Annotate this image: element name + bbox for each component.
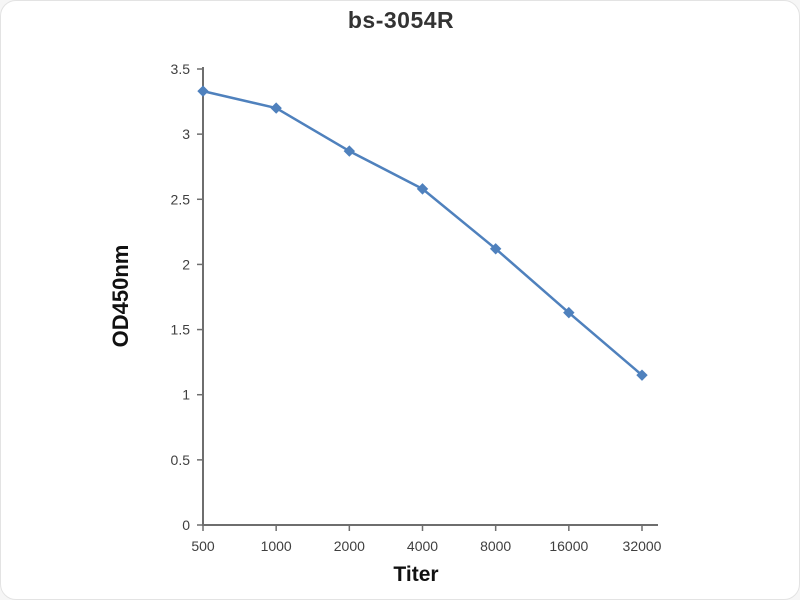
series-line xyxy=(201,89,644,377)
x-tick-label: 2000 xyxy=(334,538,365,554)
data-point-marker xyxy=(270,102,282,114)
y-tick-label: 2 xyxy=(182,256,190,272)
y-tick-label: 0.5 xyxy=(171,452,191,468)
y-tick-label: 3.5 xyxy=(171,61,191,77)
data-point-marker xyxy=(416,183,429,195)
data-point-marker xyxy=(343,145,356,157)
y-tick-label: 1 xyxy=(182,387,190,403)
x-axis-title: Titer xyxy=(393,563,439,586)
x-tick-label: 1000 xyxy=(261,538,292,554)
axes-lines xyxy=(202,67,658,526)
x-tick-label: 500 xyxy=(191,538,215,554)
data-point-marker xyxy=(489,243,502,255)
y-tick-label: 1.5 xyxy=(171,322,191,338)
y-tick-label: 0 xyxy=(182,517,190,533)
chart-title: bs-3054R xyxy=(347,7,455,33)
y-tick-label: 3 xyxy=(182,126,190,142)
x-tick-label: 8000 xyxy=(480,538,511,554)
data-point-marker xyxy=(197,85,209,97)
x-tick-label: 4000 xyxy=(407,538,438,554)
data-point-marker xyxy=(636,369,648,381)
x-tick-label: 16000 xyxy=(549,538,588,554)
data-point-marker xyxy=(563,306,575,319)
y-tick-label: 2.5 xyxy=(171,191,191,207)
x-tick-label: 32000 xyxy=(623,538,662,554)
